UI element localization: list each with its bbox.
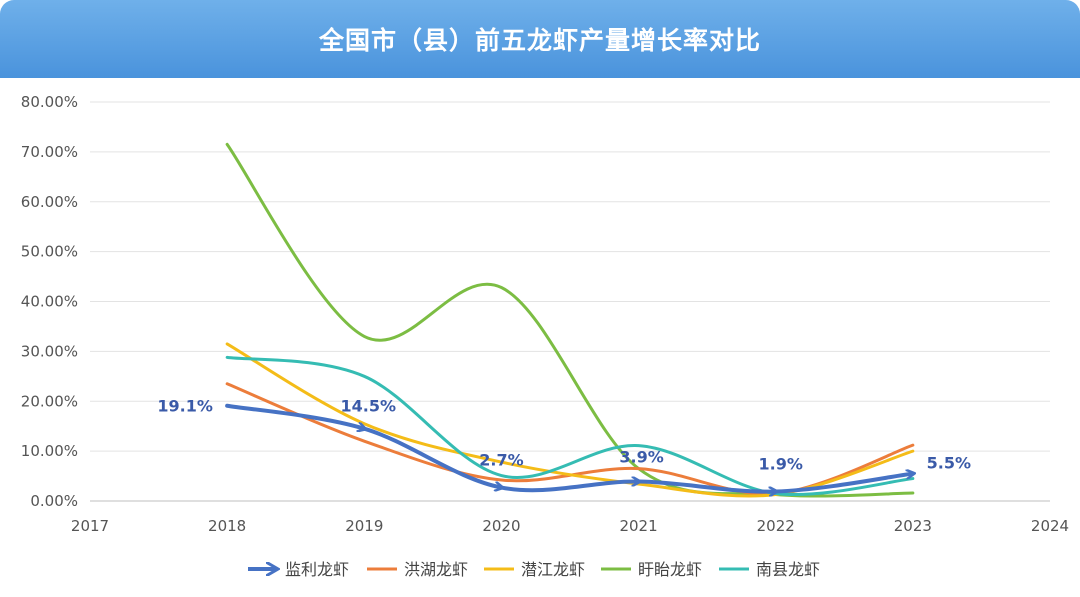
legend-item: 盱眙龙虾	[601, 560, 702, 579]
legend-item: 监利龙虾	[248, 560, 349, 579]
chart-title: 全国市（县）前五龙虾产量增长率对比	[318, 26, 761, 55]
x-tick-label: 2023	[894, 517, 932, 535]
y-tick-label: 10.00%	[21, 442, 78, 460]
x-tick-label: 2022	[757, 517, 795, 535]
legend-label: 监利龙虾	[285, 560, 349, 579]
series-line-segment	[499, 482, 638, 493]
legend-item: 潜江龙虾	[484, 560, 585, 579]
legend-label: 南县龙虾	[756, 560, 820, 579]
data-label: 2.7%	[479, 451, 523, 470]
x-tick-label: 2020	[482, 517, 520, 535]
y-tick-label: 80.00%	[21, 93, 78, 111]
series-line-segment	[636, 479, 776, 492]
y-axis-ticks: 0.00% 10.00% 20.00% 30.00% 40.00% 50.00% 60.00…	[21, 93, 78, 510]
legend-label: 潜江龙虾	[521, 560, 585, 579]
data-label: 14.5%	[341, 397, 397, 416]
y-tick-label: 20.00%	[21, 392, 78, 410]
data-labels: 19.1% 14.5% 2.7% 3.9% 1.9% 5.5%	[157, 397, 971, 474]
x-axis-ticks: 2017 2018 2019 2020 2021 2022 2023 2024	[71, 517, 1069, 535]
y-tick-label: 50.00%	[21, 243, 78, 261]
legend-label: 洪湖龙虾	[404, 560, 468, 579]
grid-lines	[90, 101, 1050, 502]
series-line	[225, 142, 915, 498]
data-label: 3.9%	[619, 448, 663, 467]
chart-header: 全国市（县）前五龙虾产量增长率对比	[0, 0, 1080, 78]
y-tick-label: 0.00%	[30, 492, 78, 510]
x-tick-label: 2021	[619, 517, 657, 535]
series-lines	[225, 142, 915, 498]
series-line	[225, 382, 915, 496]
y-tick-label: 70.00%	[21, 143, 78, 161]
series-line-segment	[225, 403, 364, 429]
data-label: 1.9%	[759, 455, 803, 474]
data-label: 5.5%	[927, 454, 971, 473]
x-tick-label: 2019	[345, 517, 383, 535]
y-tick-label: 60.00%	[21, 193, 78, 211]
data-label: 19.1%	[157, 397, 213, 416]
series-line-segment	[773, 474, 913, 494]
y-tick-label: 30.00%	[21, 342, 78, 360]
series-line-segment	[362, 426, 501, 488]
x-tick-label: 2024	[1031, 517, 1069, 535]
series-line	[225, 355, 915, 496]
legend-item: 南县龙虾	[719, 560, 820, 579]
legend-item: 洪湖龙虾	[367, 560, 468, 579]
x-tick-label: 2017	[71, 517, 109, 535]
x-tick-label: 2018	[208, 517, 246, 535]
y-tick-label: 40.00%	[21, 293, 78, 311]
legend-label: 盱眙龙虾	[638, 560, 702, 579]
legend: 监利龙虾 洪湖龙虾 潜江龙虾 盱眙龙虾 南县龙虾	[248, 560, 820, 579]
